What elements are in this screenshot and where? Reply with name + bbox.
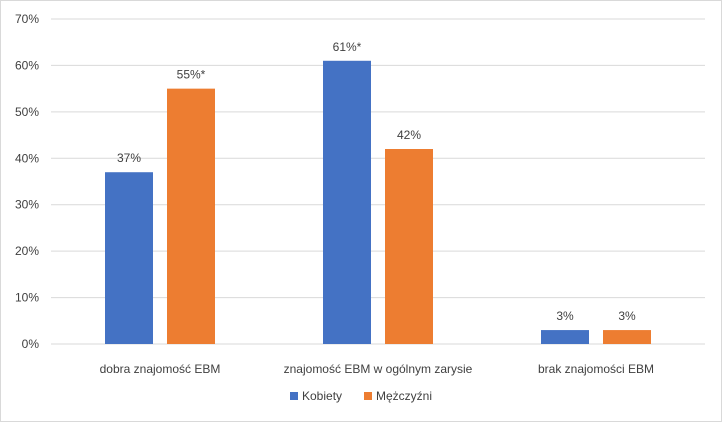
data-labels: 37% 55%* 61%* 42% 3% 3% <box>117 40 636 323</box>
legend-label: Mężczyźni <box>376 389 432 403</box>
y-tick-label: 0% <box>22 337 40 351</box>
y-tick-label: 50% <box>15 105 39 119</box>
bar-kobiety <box>541 330 589 344</box>
legend: Kobiety Mężczyźni <box>290 389 432 403</box>
data-label: 3% <box>618 309 636 323</box>
y-tick-label: 10% <box>15 291 39 305</box>
x-category-label: brak znajomości EBM <box>538 362 654 376</box>
bars <box>105 60 651 345</box>
x-category-label: dobra znajomość EBM <box>100 362 221 376</box>
data-label: 37% <box>117 151 141 165</box>
bar-kobiety <box>105 172 153 344</box>
legend-swatch <box>290 392 298 400</box>
y-tick-label: 70% <box>15 12 39 26</box>
y-tick-label: 60% <box>15 58 39 72</box>
y-tick-label: 20% <box>15 244 39 258</box>
y-tick-label: 40% <box>15 151 39 165</box>
y-tick-label: 30% <box>15 198 39 212</box>
bar-mezczyzni <box>603 330 651 344</box>
bar-mezczyzni <box>385 149 433 344</box>
data-label: 42% <box>397 128 421 142</box>
y-axis-ticks: 0% 10% 20% 30% 40% 50% 60% 70% <box>15 12 39 351</box>
data-label: 61%* <box>333 40 362 54</box>
x-category-label: znajomość EBM w ogólnym zarysie <box>284 362 473 376</box>
bar-mezczyzni <box>167 88 215 345</box>
x-axis-categories: dobra znajomość EBM znajomość EBM w ogóln… <box>100 362 654 376</box>
legend-swatch <box>364 392 372 400</box>
legend-label: Kobiety <box>302 389 342 403</box>
bar-kobiety <box>323 60 371 345</box>
data-label: 3% <box>556 309 574 323</box>
data-label: 55%* <box>177 68 206 82</box>
gridlines <box>51 18 705 345</box>
